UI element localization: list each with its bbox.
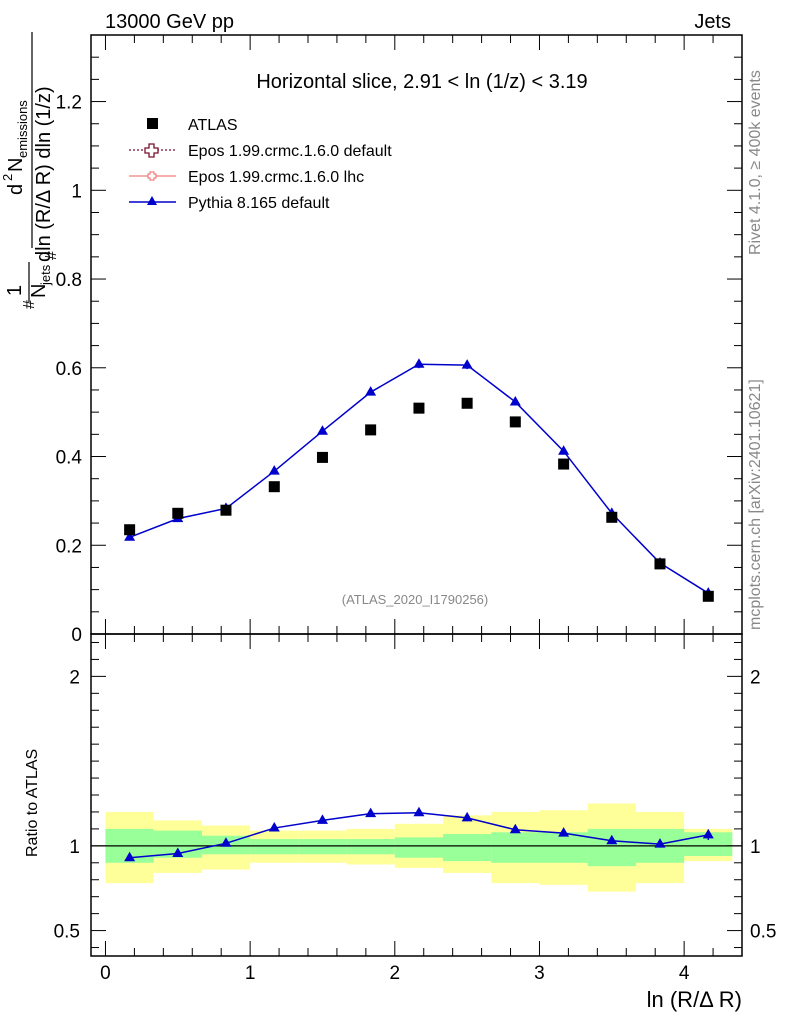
- pythia-point: [461, 359, 473, 369]
- ratio-x-axis: 0 1 2 3 4: [100, 634, 743, 984]
- watermark: (ATLAS_2020_I1790256): [342, 592, 488, 607]
- legend-marker-atlas: [147, 118, 158, 129]
- stat-uncertainty-band: [442, 833, 492, 862]
- ratio-pythia-point: [558, 827, 570, 837]
- atlas-point: [558, 458, 570, 470]
- main-y-axis: 0.2 0.4 0.6 0.8 1 1.2: [56, 34, 743, 634]
- ylabel-d2: d: [5, 184, 27, 195]
- legend: ATLAS Epos 1.99.crmc.1.6.0 default Epos …: [129, 117, 392, 212]
- pythia-point: [413, 358, 425, 368]
- source-label: mcplots.cern.ch [arXiv:2401.10621]: [747, 379, 764, 630]
- ratio-ytick-label-right: 2: [750, 667, 761, 688]
- ratio-pythia-point: [509, 823, 521, 834]
- ratio-ytick-label: 0.5: [54, 922, 80, 943]
- atlas-point: [316, 451, 328, 463]
- ratio-pythia-point: [124, 851, 136, 862]
- stat-uncertainty-band: [250, 839, 299, 855]
- ratio-pythia-point: [461, 811, 473, 822]
- legend-label-pythia: Pythia 8.165 default: [188, 195, 330, 212]
- atlas-point: [461, 397, 473, 409]
- main-ytick-label: 1.2: [56, 93, 82, 114]
- ratio-ytick-label-right: 0.5: [750, 922, 776, 943]
- main-panel: Horizontal slice, 2.91 < ln (1/z) < 3.19…: [56, 34, 743, 646]
- main-ytick-label: 1: [71, 181, 82, 202]
- ratio-pythia-point: [316, 814, 328, 824]
- stat-uncertainty-band: [587, 828, 636, 867]
- pythia-line: [129, 363, 709, 594]
- ratio-pythia-point: [413, 806, 425, 817]
- legend-label-epos-lhc: Epos 1.99.crmc.1.6.0 lhc: [188, 169, 364, 186]
- ratio-pythia-point: [606, 834, 618, 845]
- atlas-point: [413, 402, 425, 414]
- x-tick-label: 0: [100, 963, 111, 984]
- atlas-point: [268, 481, 280, 493]
- atlas-point: [606, 511, 618, 523]
- x-tick-label: 2: [390, 963, 401, 984]
- ylabel-njets-sub: jets: [38, 264, 53, 286]
- main-y-label: # # 1 N jets d 2 N emissions dln (R/Δ R)…: [0, 32, 60, 309]
- atlas-point: [654, 558, 666, 570]
- ratio-y-label: Ratio to ATLAS: [24, 749, 41, 857]
- atlas-point: [124, 524, 136, 536]
- ratio-pythia-point: [702, 828, 714, 839]
- x-tick-label: 3: [534, 963, 545, 984]
- legend-label-atlas: ATLAS: [188, 117, 238, 134]
- pythia-point: [316, 425, 328, 435]
- pythia-point: [509, 395, 521, 406]
- main-ytick-label: 0.6: [56, 359, 82, 380]
- stat-uncertainty-band: [298, 839, 347, 855]
- legend-marker-epos-lhc: [147, 171, 157, 181]
- main-ytick-zero: 0: [71, 625, 82, 646]
- ratio-pythia-point: [172, 847, 184, 857]
- stat-uncertainty-band: [394, 837, 443, 858]
- stat-uncertainty-band: [684, 832, 733, 857]
- energy-label: 13000 GeV pp: [105, 11, 234, 33]
- stat-uncertainty-band: [491, 832, 540, 863]
- rivet-label: Rivet 4.1.0, ≥ 400k events: [747, 70, 764, 255]
- ratio-panel: 0.5 0.5 1 1 2 2 0 1 2 3 4 Ratio to ATLAS ln (R/Δ …: [24, 633, 776, 1012]
- main-ytick-label: 0.2: [56, 536, 82, 557]
- main-ytick-label: 0.4: [56, 448, 83, 469]
- pythia-point: [558, 445, 570, 455]
- ylabel-nem: N: [5, 158, 27, 172]
- ylabel-denominator: dln (R/Δ R) dln (1/z): [33, 86, 55, 262]
- ylabel-hash-den: #: [43, 251, 60, 260]
- x-axis-label: ln (R/Δ R): [647, 987, 742, 1012]
- main-ytick-label: 0.8: [56, 270, 82, 291]
- legend-label-epos-default: Epos 1.99.crmc.1.6.0 default: [188, 143, 392, 160]
- pythia-point: [365, 386, 377, 396]
- atlas-point: [509, 416, 521, 428]
- atlas-point: [702, 590, 714, 602]
- ratio-pythia-point: [268, 822, 280, 832]
- main-plot-area: [124, 358, 714, 602]
- main-title: Horizontal slice, 2.91 < ln (1/z) < 3.19: [256, 71, 587, 93]
- stat-uncertainty-band: [539, 832, 588, 863]
- x-tick-label: 1: [245, 963, 256, 984]
- ratio-ytick-label-right: 1: [750, 837, 761, 858]
- legend-marker-epos-default: [144, 143, 159, 158]
- pythia-point: [268, 465, 280, 475]
- ratio-pythia-point: [365, 807, 377, 818]
- pythia-point: [124, 531, 136, 541]
- ratio-plot-area: [91, 803, 742, 892]
- atlas-point: [220, 504, 232, 516]
- atlas-point: [172, 507, 184, 519]
- ylabel-d2-sup: 2: [0, 174, 15, 181]
- legend-marker-pythia: [147, 196, 157, 205]
- atlas-point: [365, 424, 377, 436]
- ylabel-nem-sub: emissions: [15, 100, 30, 158]
- ylabel-njets: N: [28, 284, 50, 298]
- ratio-ytick-label: 2: [69, 667, 80, 688]
- process-label: Jets: [694, 11, 731, 33]
- ylabel-one: 1: [4, 285, 26, 296]
- ratio-pythia-point: [654, 838, 666, 848]
- ratio-y-axis: 0.5 0.5 1 1 2 2: [54, 641, 776, 949]
- ratio-frame: [90, 633, 743, 957]
- ylabel-hash-num: #: [21, 300, 38, 309]
- x-tick-label: 4: [679, 963, 690, 984]
- ratio-pythia-point: [220, 837, 232, 847]
- stat-uncertainty-band: [346, 839, 395, 855]
- ratio-ytick-label: 1: [69, 837, 80, 858]
